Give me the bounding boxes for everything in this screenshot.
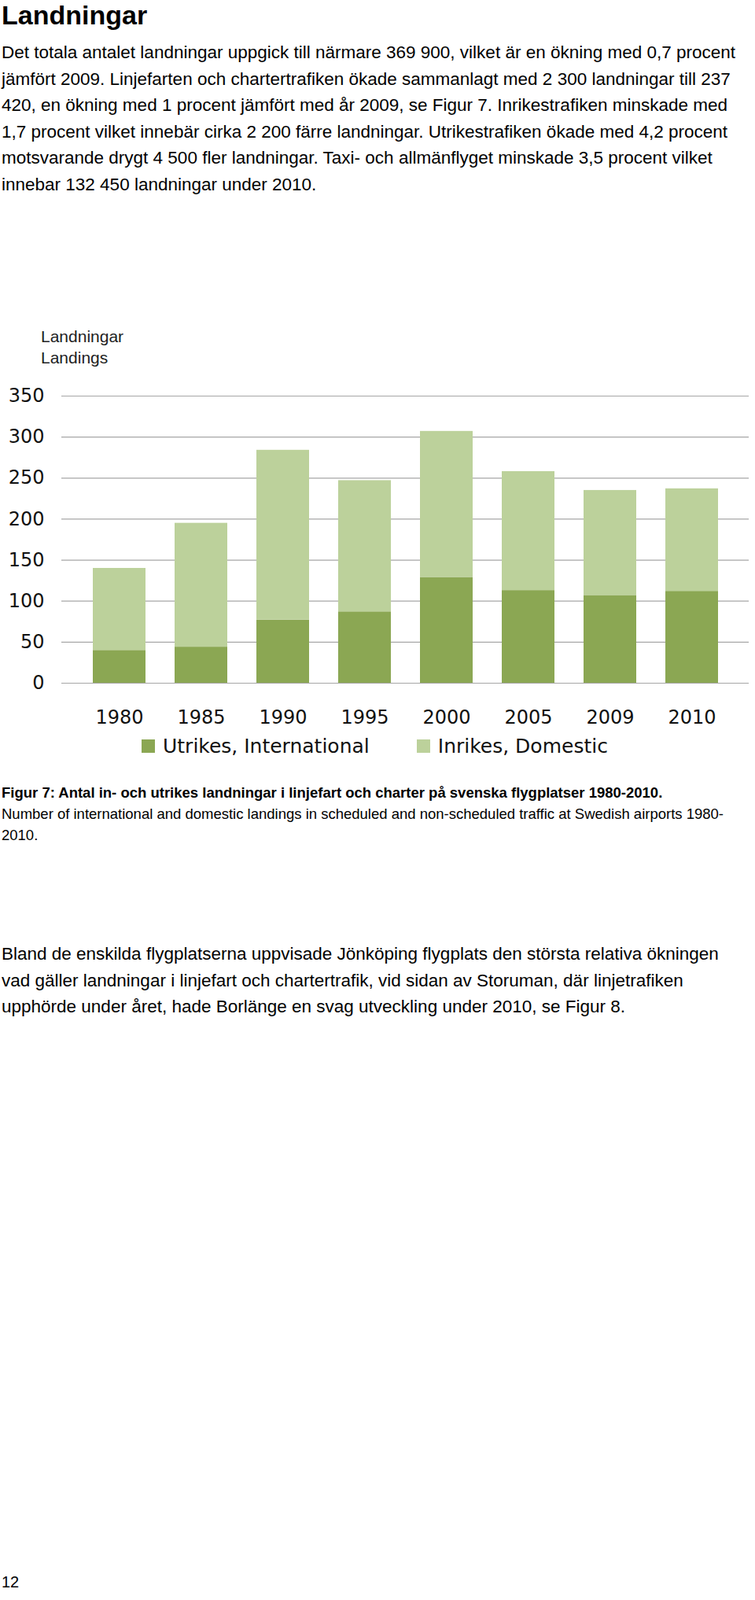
svg-text:1985: 1985 [176,706,225,729]
html-text:Landings: Landings [40,348,108,367]
svg-text:350: 350 [8,384,45,407]
svg-text:2010: 2010 [667,706,716,729]
html-text:Inrikes, Domestic: Inrikes, Domestic [437,734,608,758]
svg-text:1990: 1990 [258,706,307,729]
svg-text:300: 300 [8,425,45,448]
html-text:Bland de enskilda flygplatsern: Bland de enskilda flygplatserna uppvisad… [1,943,719,1017]
svg-text:250: 250 [8,466,45,489]
svg-text:50: 50 [20,630,45,653]
html-text:Utrikes, International: Utrikes, International [162,734,370,758]
svg-text:150: 150 [8,548,45,571]
html-text:Number of international and do: Number of international and domestic lan… [1,805,724,844]
svg-text:2005: 2005 [504,706,553,729]
svg-text:100: 100 [8,589,45,612]
svg-text:2009: 2009 [585,706,634,729]
html-text:12: 12 [1,1572,20,1591]
svg-text:2000: 2000 [422,706,471,729]
svg-text:1995: 1995 [340,706,389,729]
svg-text:200: 200 [8,508,45,531]
html-text:Landningar: Landningar [40,327,124,346]
html-text:Det totala antalet landningar: Det totala antalet landningar uppgick ti… [1,42,736,194]
svg-text:1980: 1980 [95,706,144,729]
html-text:Figur 7: Antal in- och utrikes: Figur 7: Antal in- och utrikes landninga… [1,784,663,801]
svg-text:0: 0 [32,671,45,694]
html-text:Landningar: Landningar [1,0,148,30]
